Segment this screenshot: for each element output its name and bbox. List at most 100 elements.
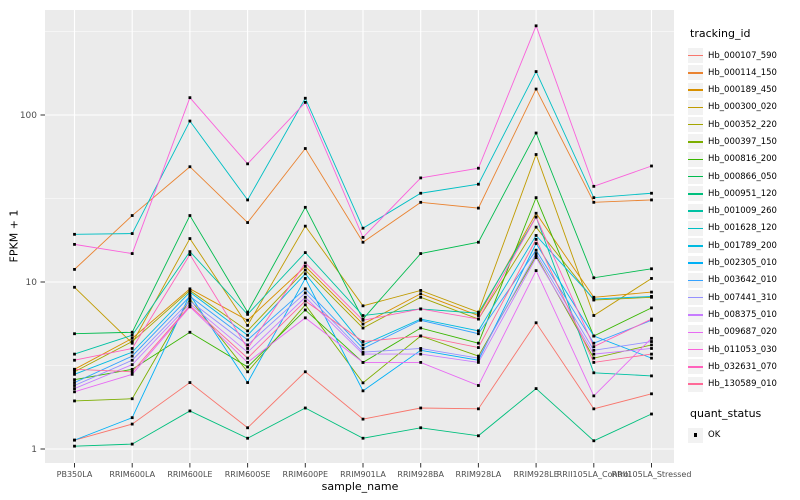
legend-line-icon: [688, 193, 703, 195]
data-point: [188, 289, 192, 292]
data-point: [246, 370, 249, 374]
legend-key-line-swatch: [688, 272, 703, 288]
x-tick-label: RRIM901LA: [340, 470, 386, 479]
legend-item-label: Hb_000866_050: [708, 171, 777, 182]
data-point: [130, 340, 134, 343]
data-point: [246, 312, 249, 316]
legend-line-icon: [688, 72, 703, 74]
data-point: [303, 261, 307, 265]
data-point: [592, 341, 596, 345]
data-point: [477, 358, 480, 362]
legend-item-label: Hb_001628_120: [708, 223, 777, 234]
data-point: [130, 397, 134, 401]
data-point: [73, 399, 76, 403]
data-point: [592, 371, 596, 375]
data-point: [650, 340, 653, 343]
data-point: [246, 310, 249, 314]
x-tick-label: RRIM600LA: [109, 470, 155, 479]
data-point: [303, 272, 307, 276]
legend-item-Hb_000866_050: Hb_000866_050: [688, 168, 800, 185]
data-point: [534, 321, 538, 325]
data-point: [188, 302, 192, 306]
black-square-point-icon: [693, 433, 698, 437]
data-point: [534, 225, 538, 229]
data-point: [303, 277, 307, 280]
data-point: [188, 299, 192, 303]
legend-key-line-swatch: [688, 342, 703, 358]
data-point: [303, 299, 307, 303]
data-point: [73, 372, 76, 376]
data-point: [477, 311, 480, 315]
legend-item-label: Hb_001789_200: [708, 240, 777, 251]
legend-item-Hb_002305_010: Hb_002305_010: [688, 255, 800, 272]
data-point: [592, 297, 596, 301]
data-point: [592, 200, 596, 204]
data-point: [73, 370, 76, 374]
data-point: [130, 330, 134, 334]
data-point: [188, 96, 192, 100]
data-point: [534, 252, 538, 255]
data-point: [73, 390, 76, 394]
data-point: [130, 232, 134, 235]
x-tick-label: RRIM928LE: [514, 470, 559, 479]
data-point: [303, 224, 307, 228]
data-point: [419, 318, 423, 322]
data-point: [303, 96, 307, 100]
data-point: [650, 198, 653, 202]
data-point: [361, 389, 365, 393]
data-point: [73, 438, 76, 442]
legend-item-quant-OK: OK: [688, 427, 800, 444]
data-point: [130, 354, 134, 358]
data-point: [130, 358, 134, 362]
legend-key-line-swatch: [688, 203, 703, 219]
data-point: [534, 70, 538, 73]
data-point: [419, 326, 423, 330]
data-point: [361, 318, 365, 322]
data-point: [303, 303, 307, 307]
data-point: [246, 338, 249, 342]
data-point: [650, 164, 653, 168]
data-point: [246, 162, 249, 166]
data-point: [246, 329, 249, 333]
data-point: [246, 347, 249, 350]
data-point: [592, 276, 596, 280]
data-point: [303, 147, 307, 150]
data-point: [534, 87, 538, 91]
legend-line-icon: [688, 314, 703, 316]
legend-title-quant-status: quant_status: [690, 406, 762, 420]
data-point: [188, 293, 192, 297]
data-point: [419, 307, 423, 311]
legend-key-line-swatch: [688, 99, 703, 115]
data-point: [246, 361, 249, 364]
data-point: [246, 381, 249, 384]
data-point: [130, 442, 134, 446]
data-point: [246, 343, 249, 347]
legend-item-label: Hb_008375_010: [708, 309, 777, 320]
legend-line-icon: [688, 366, 703, 368]
data-point: [361, 347, 365, 350]
data-point: [188, 119, 192, 123]
legend-item-Hb_000397_150: Hb_000397_150: [688, 133, 800, 150]
data-point: [650, 191, 653, 195]
legend-line-icon: [688, 175, 703, 178]
data-point: [188, 287, 192, 291]
x-tick-label: RRII105LA_Stressed: [612, 470, 692, 479]
data-point: [650, 306, 653, 310]
data-point: [361, 326, 365, 330]
legend-key-line-swatch: [688, 324, 703, 340]
data-point: [130, 422, 134, 426]
data-point: [73, 285, 76, 289]
legend-item-label: Hb_000397_150: [708, 136, 777, 147]
axis-ticks: [40, 114, 652, 468]
data-point: [246, 436, 249, 440]
data-point: [650, 374, 653, 378]
legend-line-icon: [688, 141, 703, 143]
data-point: [361, 304, 365, 308]
legend-shape-items: OK: [688, 427, 800, 444]
data-point: [650, 412, 653, 416]
legend-item-label: Hb_000114_150: [708, 67, 777, 78]
legend-line-icon: [688, 54, 703, 57]
data-point: [534, 211, 538, 215]
data-point: [419, 334, 423, 338]
